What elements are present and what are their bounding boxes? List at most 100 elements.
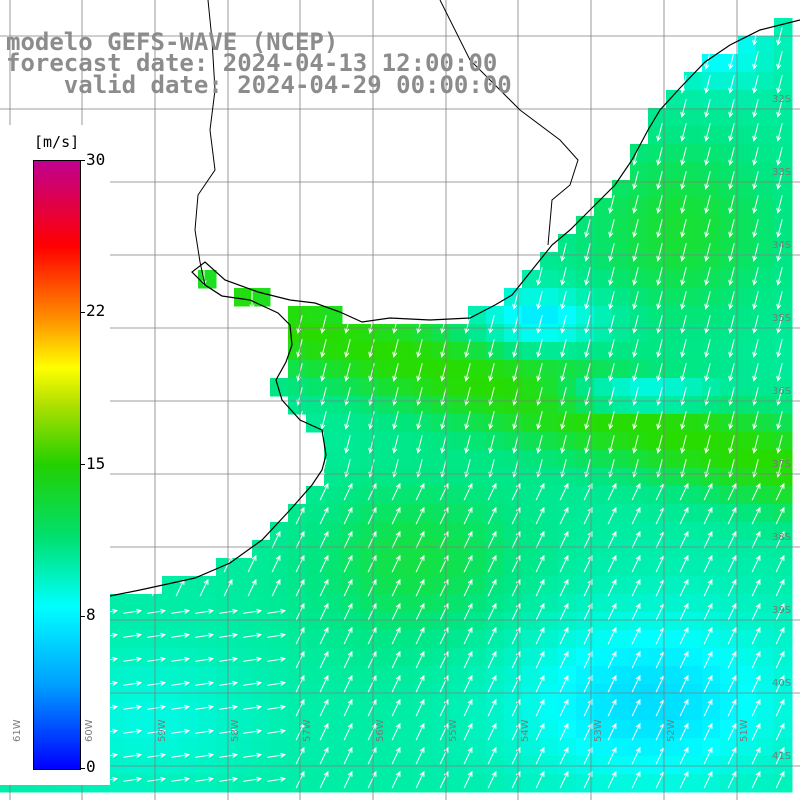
wind-speed-cell (126, 702, 145, 721)
wind-arrow (195, 704, 215, 710)
wind-speed-cell (774, 558, 793, 577)
wind-speed-cell (720, 522, 739, 541)
latitude-label: 32S (772, 94, 792, 105)
wind-speed-cell (216, 648, 235, 667)
wind-speed-cell (522, 594, 541, 613)
wind-speed-cell (288, 558, 307, 577)
wind-arrow (752, 267, 759, 286)
wind-speed-cell (288, 522, 307, 541)
wind-speed-cell (360, 414, 379, 433)
wind-speed-cell (612, 234, 631, 253)
wind-speed-cell (738, 666, 757, 685)
wind-speed-cell (198, 594, 217, 613)
wind-speed-cell (666, 90, 685, 109)
wind-speed-cell (144, 612, 163, 631)
wind-arrow (776, 99, 783, 118)
wind-speed-cell (414, 756, 433, 775)
wind-speed-cell (540, 414, 559, 433)
wind-arrow (535, 602, 545, 621)
wind-speed-cell (612, 378, 631, 397)
wind-speed-cell (720, 468, 739, 487)
wind-arrow (752, 315, 759, 334)
wind-speed-cell (486, 396, 505, 415)
wind-speed-cell (648, 486, 667, 505)
wind-speed-cell (486, 306, 505, 325)
wind-speed-cell (774, 72, 793, 91)
wind-speed-cell (612, 216, 631, 235)
wind-speed-cell (486, 504, 505, 523)
wind-arrow (727, 722, 737, 741)
wind-arrow (439, 506, 449, 525)
legend-tick-15: 15 (86, 454, 106, 473)
wind-arrow (752, 363, 759, 382)
wind-speed-cell (162, 666, 181, 685)
wind-speed-cell (360, 468, 379, 487)
wind-speed-cell (486, 540, 505, 559)
wind-speed-cell (180, 702, 199, 721)
wind-arrow (536, 267, 543, 286)
wind-arrow (195, 608, 215, 614)
wind-arrow (440, 435, 447, 454)
wind-speed-cell (774, 594, 793, 613)
wind-arrow (752, 387, 759, 406)
wind-speed-cell (756, 360, 775, 379)
wind-speed-cell (648, 198, 667, 217)
latitude-label: 40S (772, 678, 792, 689)
wind-speed-cell (432, 450, 451, 469)
wind-speed-cell (576, 756, 595, 775)
wind-speed-cell (360, 486, 379, 505)
wind-speed-cell (720, 648, 739, 667)
wind-speed-cell (522, 378, 541, 397)
wind-arrow (267, 752, 287, 758)
wind-speed-cell (702, 504, 721, 523)
wind-speed-cell (396, 648, 415, 667)
wind-speed-cell (468, 378, 487, 397)
wind-speed-cell (414, 378, 433, 397)
wind-arrow (607, 746, 617, 765)
wind-speed-cell (414, 666, 433, 685)
wind-speed-cell (684, 126, 703, 145)
wind-arrow (487, 602, 497, 621)
wind-speed-cell (504, 306, 523, 325)
wind-speed-cell (288, 594, 307, 613)
wind-speed-cell (558, 702, 577, 721)
wind-speed-cell (324, 630, 343, 649)
wind-speed-cell (666, 630, 685, 649)
wind-arrow (559, 554, 569, 573)
wind-arrow (584, 267, 591, 286)
wind-speed-cell (774, 396, 793, 415)
wind-speed-cell (684, 234, 703, 253)
wind-speed-cell (162, 720, 181, 739)
wind-speed-cell (468, 324, 487, 343)
wind-speed-cell (324, 450, 343, 469)
wind-speed-cell (684, 324, 703, 343)
wind-arrow (536, 315, 543, 334)
wind-speed-cell (630, 648, 649, 667)
wind-arrow (703, 482, 713, 501)
wind-arrow (608, 195, 615, 214)
wind-speed-cell (702, 198, 721, 217)
wind-speed-cell (396, 504, 415, 523)
wind-speed-cell (684, 504, 703, 523)
wind-speed-cell (306, 504, 325, 523)
wind-arrow (319, 554, 329, 573)
wind-arrow (728, 267, 735, 286)
wind-speed-cell (360, 648, 379, 667)
latitude-label: 36S (772, 386, 792, 397)
wind-speed-cell (630, 378, 649, 397)
wind-speed-cell (504, 378, 523, 397)
wind-arrow (680, 123, 687, 142)
wind-speed-cell (666, 306, 685, 325)
wind-speed-cell (414, 594, 433, 613)
wind-speed-cell (540, 576, 559, 595)
wind-speed-cell (738, 360, 757, 379)
wind-arrow (487, 746, 497, 765)
wind-speed-cell (594, 288, 613, 307)
wind-speed-cell (342, 378, 361, 397)
wind-arrow (608, 411, 615, 430)
wind-arrow (463, 698, 473, 717)
wind-arrow (344, 411, 351, 430)
wind-speed-cell (702, 396, 721, 415)
wind-arrow (607, 626, 617, 645)
wind-arrow (704, 363, 711, 382)
